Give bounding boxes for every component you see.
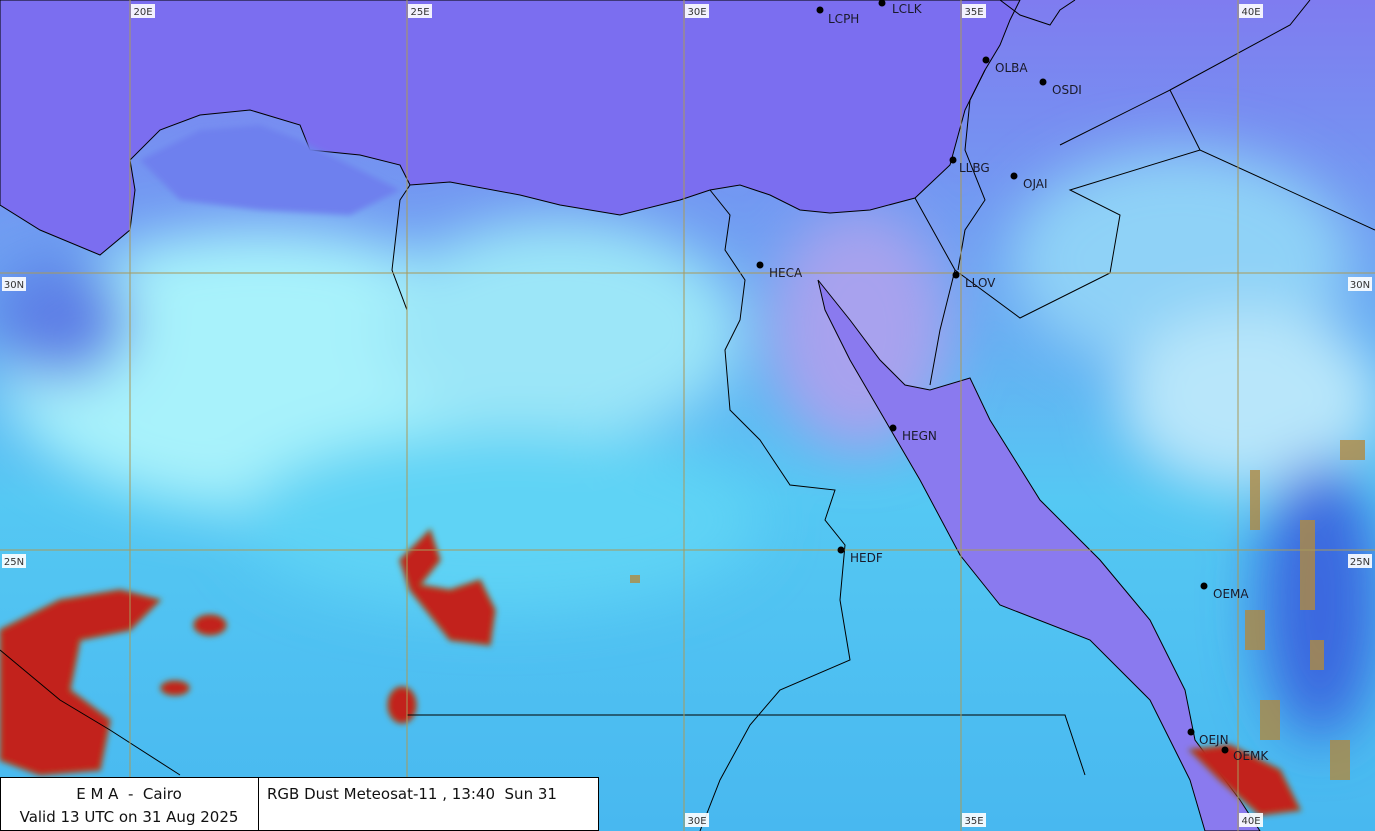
footer-valid: Valid 13 UTC on 31 Aug 2025: [20, 808, 239, 826]
dust: [0, 150, 1375, 740]
station-dot: [1200, 582, 1208, 590]
station-label: LLOV: [965, 276, 996, 290]
grid-label-box: [2, 277, 26, 291]
grid-label-box: [962, 813, 986, 827]
grid-label: 40E: [1241, 816, 1260, 827]
station-label: LCLK: [892, 2, 923, 16]
station-dot: [756, 261, 764, 269]
grid-label: 25N: [1350, 557, 1370, 568]
grid-label: 25E: [410, 7, 429, 18]
station-label: OJAI: [1023, 177, 1048, 191]
station-dot: [1010, 172, 1018, 180]
grid-label-box: [1348, 554, 1372, 568]
station-label: LLBG: [959, 161, 990, 175]
grid-label: 30E: [687, 816, 706, 827]
grid-label-box: [1239, 4, 1263, 18]
station-dot: [1039, 78, 1047, 86]
grid-label-box: [685, 4, 709, 18]
station-label: HECA: [769, 266, 803, 280]
grid-label-box: [1348, 277, 1372, 291]
footer-box: [258, 777, 599, 831]
grid-label-box: [685, 813, 709, 827]
station-label: OEMK: [1233, 749, 1269, 763]
station-dot: [1187, 728, 1195, 736]
station-label: HEGN: [902, 429, 937, 443]
grid-label: 30N: [1350, 280, 1370, 291]
grid-label-box: [408, 4, 432, 18]
station-dot: [952, 271, 960, 279]
station-dot: [816, 6, 824, 14]
station-label: OEJN: [1199, 733, 1229, 747]
station-dot: [1221, 746, 1229, 754]
grid-label-box: [1239, 813, 1263, 827]
grid-label: 25N: [4, 557, 24, 568]
grid-label: 30E: [687, 7, 706, 18]
station-dot: [889, 424, 897, 432]
station-dot: [837, 546, 845, 554]
footer-agency: E M A - Cairo: [76, 785, 182, 803]
grid-label: 35E: [964, 7, 983, 18]
grid-label-box: [962, 4, 986, 18]
station-label: OEMA: [1213, 587, 1249, 601]
red-sea: [817, 279, 1261, 831]
grid-label: 35E: [964, 816, 983, 827]
station-label: HEDF: [850, 551, 883, 565]
station-dot: [982, 56, 990, 64]
footer-product: RGB Dust Meteosat-11 , 13:40 Sun 31: [267, 785, 557, 803]
station-label: OLBA: [995, 61, 1028, 75]
station-dot: [949, 156, 957, 164]
cloud-patches: [630, 440, 1365, 780]
sea: [0, 0, 1021, 256]
clouds: [0, 528, 1302, 817]
station-dot: [878, 0, 886, 7]
station-label: OSDI: [1052, 83, 1082, 97]
grid-label-box: [131, 4, 155, 18]
grid-label: 20E: [133, 7, 152, 18]
sea-dust: [140, 125, 400, 215]
station-label: LCPH: [828, 12, 859, 26]
grid-label-box: [2, 554, 26, 568]
grid-label: 40E: [1241, 7, 1260, 18]
grid-label: 30N: [4, 280, 24, 291]
